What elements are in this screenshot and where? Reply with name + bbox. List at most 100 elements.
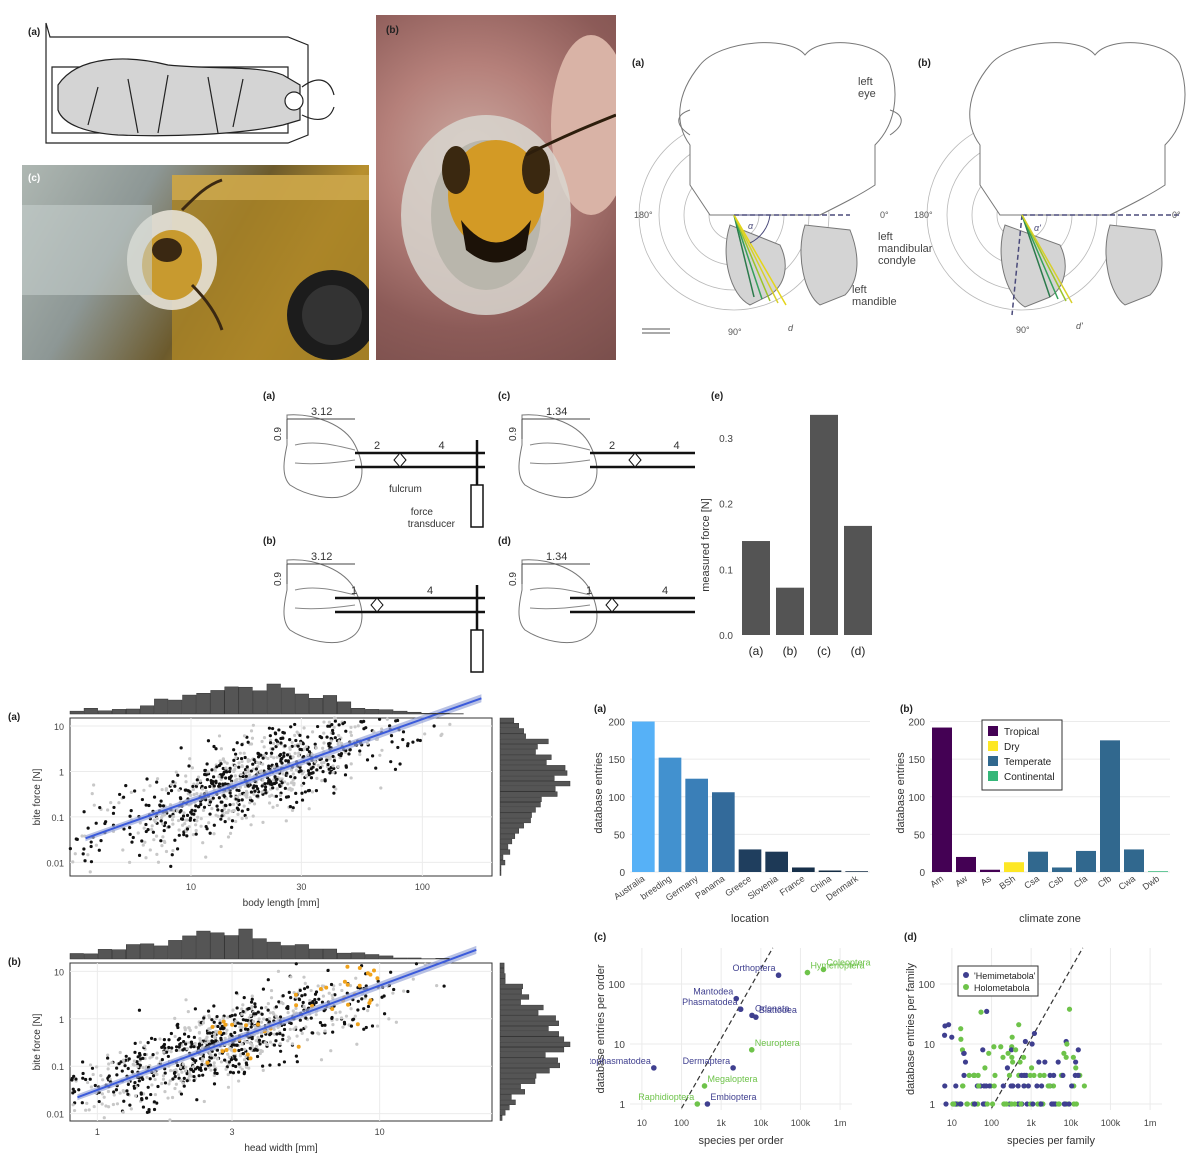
fig4-point: [249, 729, 254, 733]
fig4-point: [246, 1027, 250, 1032]
fig4-point: [271, 726, 275, 731]
fig4-point: [315, 768, 319, 772]
fig4-hist-y-bar: [499, 1031, 559, 1037]
fig5d-point: [1060, 1072, 1066, 1078]
fig4-point: [289, 775, 293, 779]
fig5d-point: [1025, 1083, 1031, 1089]
fig4-point: [143, 1044, 147, 1048]
fig4-point: [336, 742, 340, 746]
fig4-hist-y-bar: [499, 1036, 565, 1042]
fig4-point: [255, 1054, 260, 1059]
fig5d-point: [980, 1101, 986, 1107]
fig4-point: [296, 744, 300, 748]
fig5d-point: [957, 1101, 963, 1107]
fig4-point: [304, 1016, 308, 1020]
fig4-point: [182, 1076, 186, 1081]
fig4-point: [266, 756, 270, 761]
fig4-point: [279, 741, 283, 745]
fig4-point: [171, 814, 176, 819]
fig4-hist-x-bar: [83, 953, 98, 960]
fig5d-point: [964, 1101, 970, 1107]
fig4-point-highlight: [357, 965, 362, 970]
fig4-point: [206, 1009, 211, 1013]
fig4-point: [300, 798, 305, 802]
fig4-point: [233, 764, 238, 768]
fig4-point: [146, 1085, 150, 1089]
fig5a-xtick: France: [778, 873, 807, 897]
fig4-hist-y-bar: [499, 1078, 536, 1084]
fig4-point: [200, 787, 205, 791]
fig4-point: [298, 733, 302, 737]
fig4-point: [202, 1016, 206, 1020]
fig4-point: [270, 793, 274, 797]
fig4-point: [226, 1052, 230, 1056]
fig4-point: [166, 1054, 170, 1059]
fig4-point: [248, 796, 252, 800]
fig4-point: [274, 780, 278, 785]
fig4-hist-y-bar: [499, 838, 513, 845]
fig4-point: [329, 739, 333, 743]
fig4-hist-y-bar: [499, 770, 568, 776]
fig4-point: [193, 1067, 198, 1071]
fig4-point: [81, 1071, 85, 1076]
fig4-point: [206, 739, 211, 743]
fig4-point: [277, 728, 281, 732]
fig5b-ytick: 150: [908, 755, 925, 766]
fig4-point-highlight: [371, 968, 376, 973]
fig4-point: [106, 1056, 110, 1060]
fig4-point-highlight: [248, 1056, 253, 1061]
fig4-point: [302, 975, 306, 979]
fig4-point: [138, 1040, 143, 1044]
fig4-point: [337, 733, 341, 738]
fig4-xtick-b: 10: [375, 1127, 385, 1137]
fig5d-point: [1042, 1059, 1048, 1065]
fig4-point: [221, 766, 225, 771]
fig4-point: [162, 1038, 166, 1042]
fig4-point: [101, 1078, 105, 1082]
fig5d-point: [1073, 1101, 1079, 1107]
fig4-point: [179, 1092, 184, 1096]
fig4-point: [142, 788, 146, 792]
fig5d-point: [1064, 1041, 1070, 1047]
fig4-point: [192, 792, 196, 797]
fig4-point: [108, 1077, 112, 1082]
fig4-point: [379, 786, 383, 790]
fig3e-xtick: (a): [749, 644, 764, 658]
fig4-point: [226, 835, 231, 839]
fig3-len2-c: 4: [674, 440, 680, 452]
fig4-point: [247, 1006, 251, 1011]
fig5b-legend-label: Continental: [1004, 772, 1055, 783]
fig4-point: [256, 764, 260, 769]
fig4-point: [294, 1054, 298, 1058]
fig5d-point: [1055, 1101, 1062, 1107]
fig4-point: [92, 803, 96, 807]
fig5a-ytick: 0: [619, 868, 625, 879]
fig4-point: [155, 777, 160, 781]
fig4-point: [260, 790, 264, 794]
fig5a-ytick: 200: [608, 718, 625, 729]
fig4-point: [199, 802, 203, 807]
fig5d-point: [984, 1008, 990, 1014]
fig4-point: [401, 730, 406, 734]
fig5d-ylabel: database entries per family: [905, 962, 917, 1095]
fig4-point: [316, 1031, 320, 1035]
fig5a-ytick: 100: [608, 793, 625, 804]
fig4-point: [226, 1072, 230, 1077]
fig4-hist-y-bar: [499, 844, 509, 850]
fig4-point: [353, 1014, 357, 1018]
fig4-point: [208, 800, 213, 804]
fig4-point: [217, 796, 221, 800]
fig4-point: [208, 831, 212, 835]
fig4-point: [326, 968, 330, 973]
fig5d-point: [1034, 1083, 1040, 1089]
fig4-point: [295, 1034, 299, 1038]
fig4-point: [156, 1084, 160, 1089]
fig5b-bar: [1028, 851, 1048, 872]
fig4-point: [240, 816, 244, 821]
fig5b-bar: [980, 869, 1000, 872]
fig5d-ytick: 100: [918, 980, 935, 991]
fig5d-point: [953, 1083, 959, 1089]
fig4-point: [247, 1021, 251, 1025]
fig4-point: [132, 1086, 137, 1090]
